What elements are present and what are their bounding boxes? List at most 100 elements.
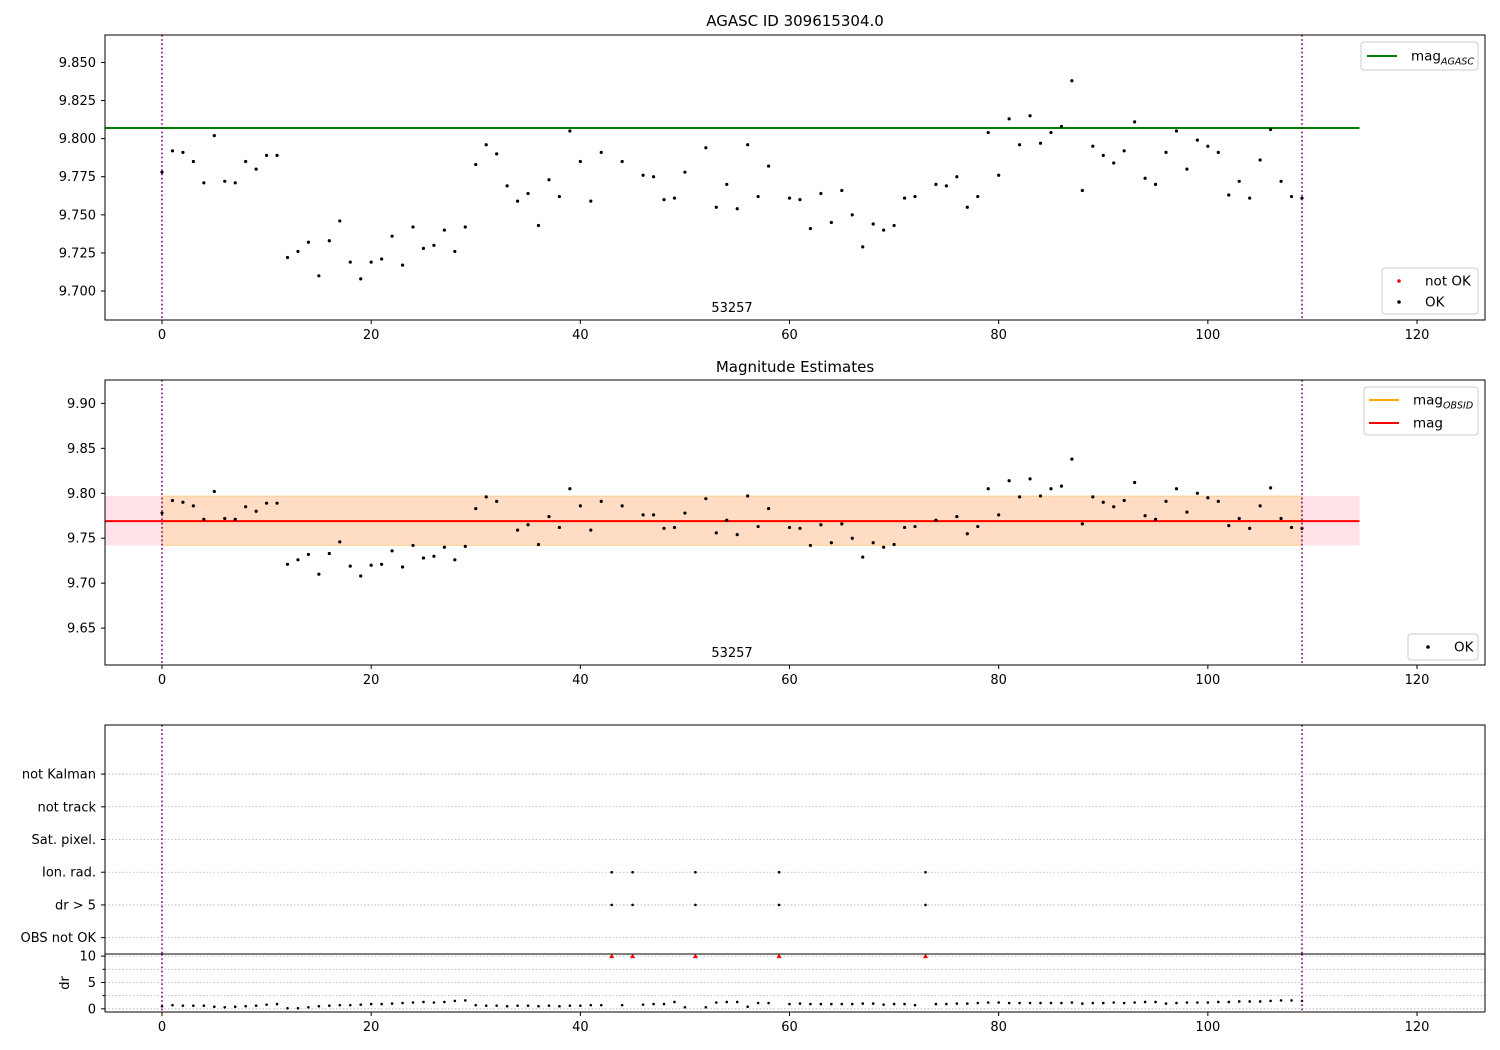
y-tick-label: 9.80 (67, 487, 96, 502)
ok-point (233, 181, 237, 185)
y-axis-label: dr (58, 976, 73, 990)
dr-point (1164, 1002, 1168, 1005)
ok-point (547, 515, 551, 519)
dr-capped-marker (630, 953, 636, 959)
dr-point (819, 1002, 823, 1006)
dr-capped-marker (609, 953, 615, 959)
ok-point (997, 513, 1001, 517)
dr-point (1237, 1000, 1241, 1003)
ok-point (1143, 514, 1147, 518)
ok-point (641, 513, 645, 517)
ok-point (306, 240, 311, 244)
ok-point (474, 506, 478, 511)
ok-point (955, 515, 959, 519)
dr-point (422, 1000, 425, 1004)
ok-point (453, 558, 457, 562)
ok-point (1133, 480, 1137, 485)
ok-point (202, 517, 206, 521)
ok-point (578, 159, 582, 164)
ok-point (1248, 196, 1252, 200)
ok-point (1174, 129, 1179, 133)
dr-capped-marker (776, 953, 782, 959)
ok-point (850, 213, 854, 217)
ok-point (369, 563, 373, 567)
ok-point (359, 574, 363, 578)
dr-point (620, 1003, 624, 1007)
ok-point (850, 536, 854, 540)
dr-point (579, 1004, 582, 1007)
ok-point (275, 501, 279, 505)
ok-point (515, 528, 520, 532)
ok-point (672, 196, 677, 200)
ok-point (1101, 500, 1105, 504)
ok-point (934, 518, 938, 522)
ok-point (641, 173, 645, 177)
dr-point (317, 1004, 321, 1008)
ok-point (285, 562, 290, 566)
ok-point (892, 223, 896, 228)
ok-point (463, 225, 467, 229)
flag-point (924, 870, 927, 874)
ok-point (976, 524, 980, 529)
dr-point (390, 1002, 394, 1005)
legend-agasc-label-subscript: AGASC (1440, 57, 1474, 68)
ok-point (1007, 117, 1011, 121)
dr-point (1269, 999, 1272, 1003)
ok-point (495, 152, 499, 156)
flag-point (777, 903, 781, 907)
dr-point (547, 1004, 551, 1007)
ok-point (1007, 479, 1011, 483)
ok-point (746, 143, 750, 147)
ok-point (1143, 176, 1147, 180)
obsid-annotation: 53257 (711, 301, 752, 316)
legend-status-label: not OK (1425, 274, 1472, 290)
dr-point (1175, 1001, 1178, 1005)
dr-point (1018, 1001, 1021, 1005)
ok-point (1174, 487, 1179, 491)
ok-point (568, 129, 572, 133)
ok-point (411, 543, 415, 548)
y-tick-label: 5 (88, 976, 96, 991)
dr-point (976, 1001, 980, 1005)
dr-point (1028, 1001, 1032, 1005)
flag-point (631, 903, 634, 907)
ok-point (1269, 486, 1273, 490)
ok-point (474, 162, 478, 167)
ok-point (400, 565, 405, 569)
x-tick-label: 20 (363, 1020, 380, 1035)
ok-point (317, 274, 321, 278)
ok-point (1185, 510, 1189, 514)
legend-upper: magAGASC (1360, 41, 1479, 71)
ok-point (1237, 179, 1241, 183)
dr-point (1185, 1001, 1189, 1004)
ok-point (380, 257, 384, 261)
ok-point (902, 196, 907, 200)
dr-point (830, 1002, 833, 1006)
legend-lower: OK (1407, 633, 1479, 661)
ok-point (348, 260, 352, 264)
y-tick-label: 9.65 (67, 622, 96, 637)
y-tick-label: 9.800 (59, 132, 96, 147)
flag-point (610, 870, 614, 874)
dr-point (746, 1005, 749, 1009)
dr-point (1060, 1001, 1063, 1005)
ok-point (882, 545, 886, 549)
legend-mag-label: magOBSID (1413, 393, 1473, 412)
ok-point (1258, 158, 1262, 162)
ok-point (170, 498, 175, 503)
ok-point (620, 159, 624, 164)
dr-point (809, 1002, 812, 1006)
ok-point (421, 246, 426, 250)
ok-point (275, 153, 279, 158)
x-tick-label: 0 (158, 328, 166, 343)
ok-point (536, 542, 541, 547)
dr-point (735, 1000, 739, 1004)
ok-point (798, 526, 802, 530)
ok-point (223, 516, 227, 521)
ok-point (1070, 79, 1074, 83)
ok-point (254, 167, 258, 171)
ok-point (714, 531, 718, 535)
panel-title: AGASC ID 309615304.0 (706, 12, 884, 30)
x-tick-label: 60 (781, 1020, 798, 1035)
ok-point (1153, 517, 1158, 521)
